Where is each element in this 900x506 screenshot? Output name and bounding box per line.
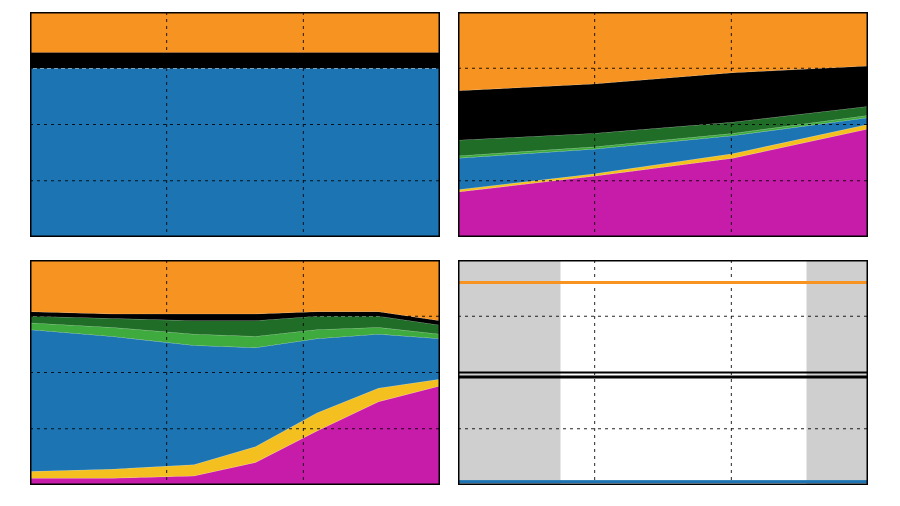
series-orange <box>30 12 440 53</box>
figure <box>0 0 900 506</box>
series-blue <box>30 68 440 237</box>
panel-1 <box>30 12 440 237</box>
panel-2 <box>458 12 868 237</box>
panel-3 <box>30 260 440 485</box>
series-black <box>30 53 440 69</box>
panel-4 <box>458 260 868 485</box>
